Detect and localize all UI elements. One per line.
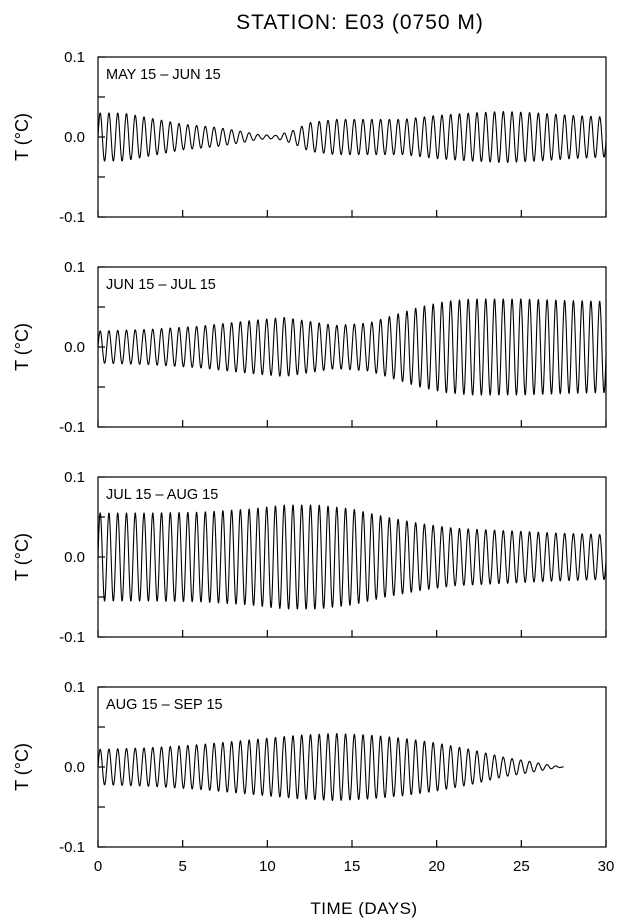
temperature-series (97, 298, 607, 396)
x-tick-label: 25 (513, 858, 530, 875)
y-tick-label: 0.1 (64, 469, 85, 486)
y-tick-label: 0.1 (64, 49, 85, 66)
x-tick-labels: 0 5 10 15 20 25 30 (94, 858, 615, 875)
y-tick-label: 0.0 (64, 129, 85, 146)
panel-date-label: JUL 15 – AUG 15 (106, 487, 218, 503)
panel-date-label: JUN 15 – JUL 15 (106, 277, 216, 293)
x-tick-label: 15 (344, 858, 361, 875)
panels: 0.1 0.0 -0.1 T (°C) MAY 15 – JUN 15 0.1 0.0 -0.… (12, 49, 607, 856)
x-tick-label: 10 (259, 858, 276, 875)
panel-date-label: MAY 15 – JUN 15 (106, 67, 221, 83)
y-axis-label: T (°C) (12, 323, 32, 371)
x-axis-label: TIME (DAYS) (310, 899, 417, 918)
y-tick-label: 0.1 (64, 259, 85, 276)
panel-4: 0.1 0.0 -0.1 T (°C) AUG 15 – SEP 15 (12, 679, 607, 856)
x-tick-label: 5 (178, 858, 186, 875)
panel-2: 0.1 0.0 -0.1 T (°C) JUN 15 – JUL 15 (12, 259, 607, 436)
panel-date-label: AUG 15 – SEP 15 (106, 697, 223, 713)
y-tick-label: -0.1 (59, 419, 85, 436)
x-tick-label: 20 (428, 858, 445, 875)
y-tick-label: -0.1 (59, 839, 85, 856)
temperature-series (97, 732, 565, 801)
y-axis-label: T (°C) (12, 743, 32, 791)
temperature-series (97, 504, 607, 610)
x-tick-label: 30 (598, 858, 615, 875)
y-tick-label: 0.1 (64, 679, 85, 696)
panel-3: 0.1 0.0 -0.1 T (°C) JUL 15 – AUG 15 (12, 469, 607, 646)
y-tick-label: 0.0 (64, 339, 85, 356)
x-tick-label: 0 (94, 858, 102, 875)
chart-title: STATION: E03 (0750 M) (236, 11, 484, 34)
temperature-series (97, 110, 607, 163)
y-tick-label: -0.1 (59, 209, 85, 226)
y-tick-label: 0.0 (64, 549, 85, 566)
y-tick-label: 0.0 (64, 759, 85, 776)
y-tick-label: -0.1 (59, 629, 85, 646)
panel-1: 0.1 0.0 -0.1 T (°C) MAY 15 – JUN 15 (12, 49, 607, 226)
y-axis-label: T (°C) (12, 113, 32, 161)
y-axis-label: T (°C) (12, 533, 32, 581)
